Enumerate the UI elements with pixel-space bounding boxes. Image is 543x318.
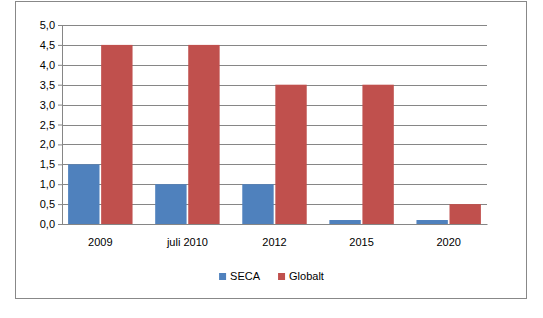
y-tick-mark — [58, 184, 62, 185]
legend-swatch — [219, 273, 226, 280]
legend: SECA Globalt — [219, 270, 324, 282]
y-tick: 5,0 — [40, 19, 62, 31]
y-tick-label: 4,0 — [40, 59, 55, 71]
x-tick-label: 2009 — [88, 236, 112, 248]
bar — [68, 164, 99, 224]
chart-frame — [16, 2, 527, 299]
grid — [62, 26, 487, 225]
bar — [416, 220, 447, 224]
y-tick-mark — [58, 105, 62, 106]
y-tick-label: 5,0 — [40, 19, 55, 31]
y-tick: 4,0 — [40, 59, 62, 71]
legend-swatch — [278, 273, 285, 280]
y-tick-label: 1,5 — [40, 158, 55, 170]
legend-label: SECA — [230, 270, 261, 282]
bar — [329, 220, 360, 224]
y-tick-label: 1,0 — [40, 178, 55, 190]
y-tick-label: 0,5 — [40, 198, 55, 210]
y-tick-label: 2,5 — [40, 119, 55, 131]
y-tick: 3,0 — [40, 99, 62, 111]
series — [101, 45, 481, 224]
grid-line — [62, 25, 487, 26]
y-tick-label: 4,5 — [40, 39, 55, 51]
x-axis-line — [63, 224, 488, 225]
x-tick-label: juli 2010 — [166, 236, 208, 248]
grid-line — [62, 224, 487, 225]
y-axis-line — [62, 26, 63, 225]
y-tick-mark — [58, 25, 62, 26]
y-tick: 0,0 — [40, 218, 62, 230]
x-tick: 2015 — [349, 224, 373, 248]
y-tick-label: 3,0 — [40, 99, 55, 111]
y-tick-mark — [58, 125, 62, 126]
bar — [155, 184, 186, 224]
y-tick-label: 2,0 — [40, 138, 55, 150]
x-axis: 2009 juli 2010 2012 2015 2020 — [63, 224, 488, 248]
legend-label: Globalt — [289, 270, 324, 282]
y-tick-mark — [58, 85, 62, 86]
y-tick: 4,5 — [40, 39, 62, 51]
x-tick: 2012 — [262, 224, 286, 248]
y-axis: 0,0 0,5 1,0 1,5 2,0 2,5 3,0 3,5 4,0 4,5 5,0 — [40, 19, 63, 230]
bar — [275, 85, 306, 224]
y-tick-label: 3,5 — [40, 79, 55, 91]
chart: 0,0 0,5 1,0 1,5 2,0 2,5 3,0 3,5 4,0 4,5 5,0 2009 jul… — [0, 0, 543, 318]
y-tick: 1,5 — [40, 158, 62, 170]
x-tick: juli 2010 — [166, 224, 208, 248]
x-tick: 2020 — [436, 224, 460, 248]
y-tick-mark — [58, 144, 62, 145]
y-tick-label: 0,0 — [40, 218, 55, 230]
y-tick-mark — [58, 224, 62, 225]
y-tick-mark — [58, 65, 62, 66]
y-tick-mark — [58, 45, 62, 46]
bar — [188, 45, 219, 224]
bars — [68, 45, 481, 224]
bar — [450, 204, 481, 224]
x-tick-label: 2015 — [349, 236, 373, 248]
legend-item: Globalt — [278, 270, 324, 282]
x-tick: 2009 — [88, 224, 112, 248]
x-tick-label: 2012 — [262, 236, 286, 248]
y-tick: 0,5 — [40, 198, 62, 210]
y-tick: 2,5 — [40, 119, 62, 131]
bar — [242, 184, 273, 224]
y-tick: 1,0 — [40, 178, 62, 190]
bar — [362, 85, 393, 224]
legend-item: SECA — [219, 270, 261, 282]
y-tick: 2,0 — [40, 138, 62, 150]
y-tick-mark — [58, 204, 62, 205]
bar — [101, 45, 132, 224]
y-tick: 3,5 — [40, 79, 62, 91]
y-tick-mark — [58, 164, 62, 165]
x-tick-label: 2020 — [436, 236, 460, 248]
